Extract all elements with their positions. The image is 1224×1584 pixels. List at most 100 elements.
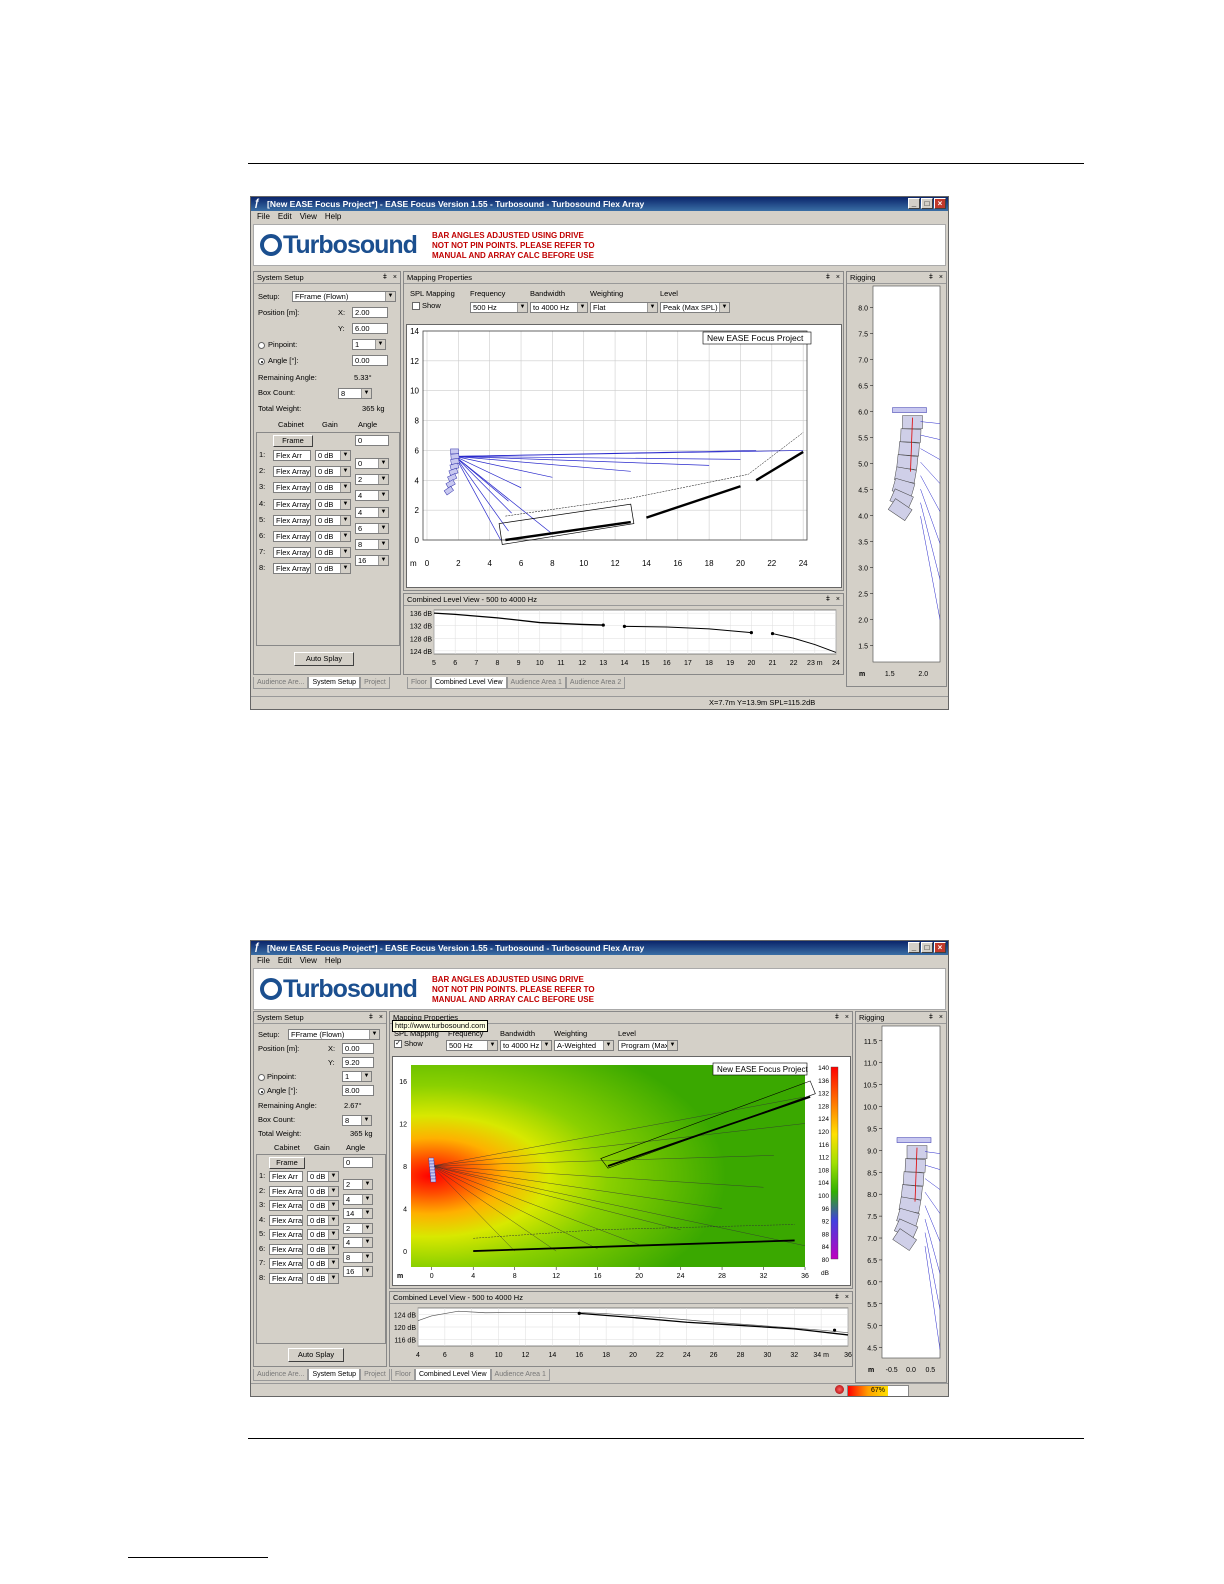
menu-edit[interactable]: Edit xyxy=(277,956,292,965)
pinpoint-select[interactable]: 1 ▼ xyxy=(342,1071,372,1082)
gain-select[interactable]: 0 dB ▼ xyxy=(315,498,351,510)
gain-select[interactable]: 0 dB ▼ xyxy=(315,466,351,478)
splay-angle-select[interactable]: 2 ▼ xyxy=(343,1179,373,1190)
splay-angle-select[interactable]: 2 ▼ xyxy=(355,474,389,486)
menu-file[interactable]: File xyxy=(257,956,270,965)
close-icon[interactable]: × xyxy=(835,596,840,603)
cabinet-select[interactable]: Flex Array xyxy=(269,1229,303,1240)
tab-audience-areas[interactable]: Audience Are... xyxy=(253,1369,309,1381)
menu-help[interactable]: Help xyxy=(324,956,342,965)
close-icon[interactable]: × xyxy=(844,1294,849,1301)
box-count-select[interactable]: 8 ▼ xyxy=(342,1115,372,1126)
splay-angle-select[interactable]: 16 ▼ xyxy=(343,1266,373,1277)
angle-input[interactable]: 0.00 xyxy=(352,355,388,366)
pin-icon[interactable]: ǂ xyxy=(368,1014,373,1021)
auto-splay-button[interactable]: Auto Splay xyxy=(288,1348,344,1362)
level-select[interactable]: Program (Max SF ▼ xyxy=(618,1040,678,1051)
gain-select[interactable]: 0 dB ▼ xyxy=(307,1229,339,1240)
pin-icon[interactable]: ǂ xyxy=(382,274,387,281)
pinpoint-radio[interactable] xyxy=(258,1074,265,1081)
tab-combined-level-view[interactable]: Combined Level View xyxy=(430,677,507,689)
tab-audience-area-1[interactable]: Audience Area 1 xyxy=(506,677,566,689)
cabinet-select[interactable]: Flex Arr xyxy=(273,450,311,461)
turbosound-logo[interactable]: Turbosound xyxy=(260,973,418,1005)
tab-project[interactable]: Project xyxy=(360,677,390,689)
frame-angle-input[interactable]: 0 xyxy=(355,435,389,446)
show-checkbox[interactable]: ✓ xyxy=(394,1040,402,1048)
cabinet-select[interactable]: Flex Array xyxy=(273,531,311,542)
auto-splay-button[interactable]: Auto Splay xyxy=(294,652,354,666)
mapping-plot[interactable]: 0 2 4 6 8 10 12 14 0 2 4 6 8 10 12 14 16 18 20 22 24 m New EAS… xyxy=(406,324,842,588)
mapping-plot[interactable]: 0 4 8 12 16 0 4 8 12 16 20 24 28 32 36 m New EASE Focus … xyxy=(392,1056,851,1286)
cabinet-select[interactable]: Flex Array xyxy=(269,1185,303,1197)
frequency-select[interactable]: 500 Hz ▼ xyxy=(470,302,528,313)
pinpoint-select[interactable]: 1 ▼ xyxy=(352,339,386,350)
close-button[interactable]: × xyxy=(934,942,946,953)
menu-file[interactable]: File xyxy=(257,212,270,221)
close-icon[interactable]: × xyxy=(844,1014,849,1021)
splay-angle-select[interactable]: 14 ▼ xyxy=(343,1208,373,1219)
weighting-select[interactable]: A-Weighted ▼ xyxy=(554,1040,614,1051)
tab-floor[interactable]: Floor xyxy=(407,677,431,689)
splay-angle-select[interactable]: 4 ▼ xyxy=(343,1193,373,1205)
cabinet-select[interactable]: Flex Array xyxy=(273,482,311,494)
pin-icon[interactable]: ǂ xyxy=(928,274,933,281)
tab-audience-area-1[interactable]: Audience Area 1 xyxy=(490,1369,550,1381)
title-bar[interactable]: ƒ [New EASE Focus Project*] - EASE Focus… xyxy=(251,941,948,955)
splay-angle-select[interactable]: 4 ▼ xyxy=(355,490,389,502)
title-bar[interactable]: ƒ [New EASE Focus Project*] - EASE Focus… xyxy=(251,197,948,211)
setup-select[interactable]: FFrame (Flown) ▼ xyxy=(292,291,396,302)
splay-angle-select[interactable]: 6 ▼ xyxy=(355,522,389,534)
tab-system-setup[interactable]: System Setup xyxy=(308,677,361,689)
cabinet-select[interactable]: Flex Array xyxy=(269,1243,303,1255)
angle-radio[interactable] xyxy=(258,358,265,365)
turbosound-logo[interactable]: Turbosound xyxy=(260,229,418,261)
close-icon[interactable]: × xyxy=(378,1014,383,1021)
frame-angle-input[interactable]: 0 xyxy=(343,1157,373,1168)
pin-icon[interactable]: ǂ xyxy=(834,1014,839,1021)
cabinet-select[interactable]: Flex Array xyxy=(273,514,311,526)
close-button[interactable]: × xyxy=(934,198,946,209)
pin-icon[interactable]: ǂ xyxy=(825,274,830,281)
frame-button[interactable]: Frame xyxy=(269,1157,305,1169)
close-icon[interactable]: × xyxy=(938,1014,943,1021)
menu-view[interactable]: View xyxy=(299,212,317,221)
frame-button[interactable]: Frame xyxy=(273,435,313,447)
bandwidth-select[interactable]: to 4000 Hz ▼ xyxy=(500,1040,552,1051)
menu-edit[interactable]: Edit xyxy=(277,212,292,221)
weighting-select[interactable]: Flat ▼ xyxy=(590,302,658,313)
x-input[interactable]: 2.00 xyxy=(352,307,388,318)
close-icon[interactable]: × xyxy=(835,274,840,281)
close-icon[interactable]: × xyxy=(938,274,943,281)
maximize-button[interactable]: □ xyxy=(921,198,933,209)
splay-angle-select[interactable]: 8 ▼ xyxy=(355,539,389,550)
gain-select[interactable]: 0 dB ▼ xyxy=(307,1243,339,1255)
cabinet-select[interactable]: Flex Arr xyxy=(269,1171,303,1182)
menu-view[interactable]: View xyxy=(299,956,317,965)
pin-icon[interactable]: ǂ xyxy=(928,1014,933,1021)
menu-help[interactable]: Help xyxy=(324,212,342,221)
pin-icon[interactable]: ǂ xyxy=(825,596,830,603)
cabinet-select[interactable]: Flex Array xyxy=(273,498,311,510)
tab-system-setup[interactable]: System Setup xyxy=(308,1369,361,1381)
gain-select[interactable]: 0 dB ▼ xyxy=(307,1214,339,1226)
gain-select[interactable]: 0 dB ▼ xyxy=(307,1171,339,1182)
gain-select[interactable]: 0 dB ▼ xyxy=(315,547,351,559)
splay-angle-select[interactable]: 8 ▼ xyxy=(343,1251,373,1263)
tab-project[interactable]: Project xyxy=(360,1369,390,1381)
splay-angle-select[interactable]: 4 ▼ xyxy=(355,506,389,518)
close-icon[interactable]: × xyxy=(392,274,397,281)
y-input[interactable]: 9.20 xyxy=(342,1057,374,1068)
bandwidth-select[interactable]: to 4000 Hz ▼ xyxy=(530,302,588,313)
tab-audience-area-2[interactable]: Audience Area 2 xyxy=(565,677,626,689)
cabinet-select[interactable]: Flex Array xyxy=(273,563,311,575)
splay-angle-select[interactable]: 0 ▼ xyxy=(355,458,389,469)
x-input[interactable]: 0.00 xyxy=(342,1043,374,1054)
minimize-button[interactable]: _ xyxy=(908,198,920,209)
show-checkbox[interactable] xyxy=(412,302,420,310)
y-input[interactable]: 6.00 xyxy=(352,323,388,334)
tab-floor[interactable]: Floor xyxy=(391,1369,415,1381)
gain-select[interactable]: 0 dB ▼ xyxy=(307,1200,339,1211)
pinpoint-radio[interactable] xyxy=(258,342,265,349)
gain-select[interactable]: 0 dB ▼ xyxy=(307,1258,339,1269)
